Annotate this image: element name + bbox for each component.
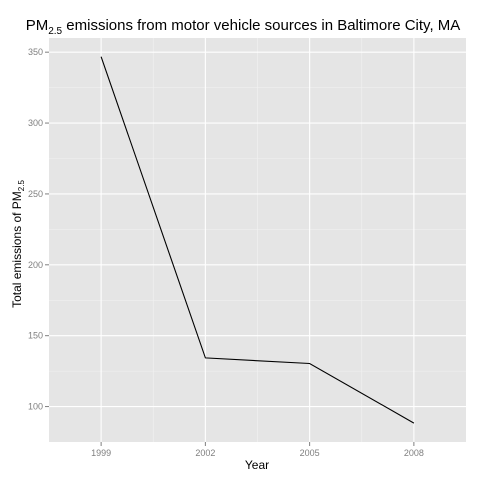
y-tick-label: 200 [28,260,43,270]
y-axis-title: Total emissions of PM2.5 [10,180,26,308]
y-tick-label: 300 [28,118,43,128]
y-tick-label: 100 [28,402,43,412]
x-tick-label: 1999 [91,448,111,458]
x-axis-title: Year [245,458,269,472]
data-series [100,56,415,424]
y-tick-label: 350 [28,47,43,57]
y-axis-ticks: 100 150 200 250 300 350 [28,47,49,412]
y-tick-label: 250 [28,189,43,199]
x-axis-ticks: 1999 2002 2005 2008 [91,442,424,458]
y-tick-label: 150 [28,331,43,341]
x-tick-label: 2002 [195,448,215,458]
emissions-line [100,56,415,424]
grid [49,38,466,442]
x-tick-label: 2008 [404,448,424,458]
x-tick-label: 2005 [300,448,320,458]
chart-title: PM2.5 emissions from motor vehicle sourc… [26,17,461,37]
